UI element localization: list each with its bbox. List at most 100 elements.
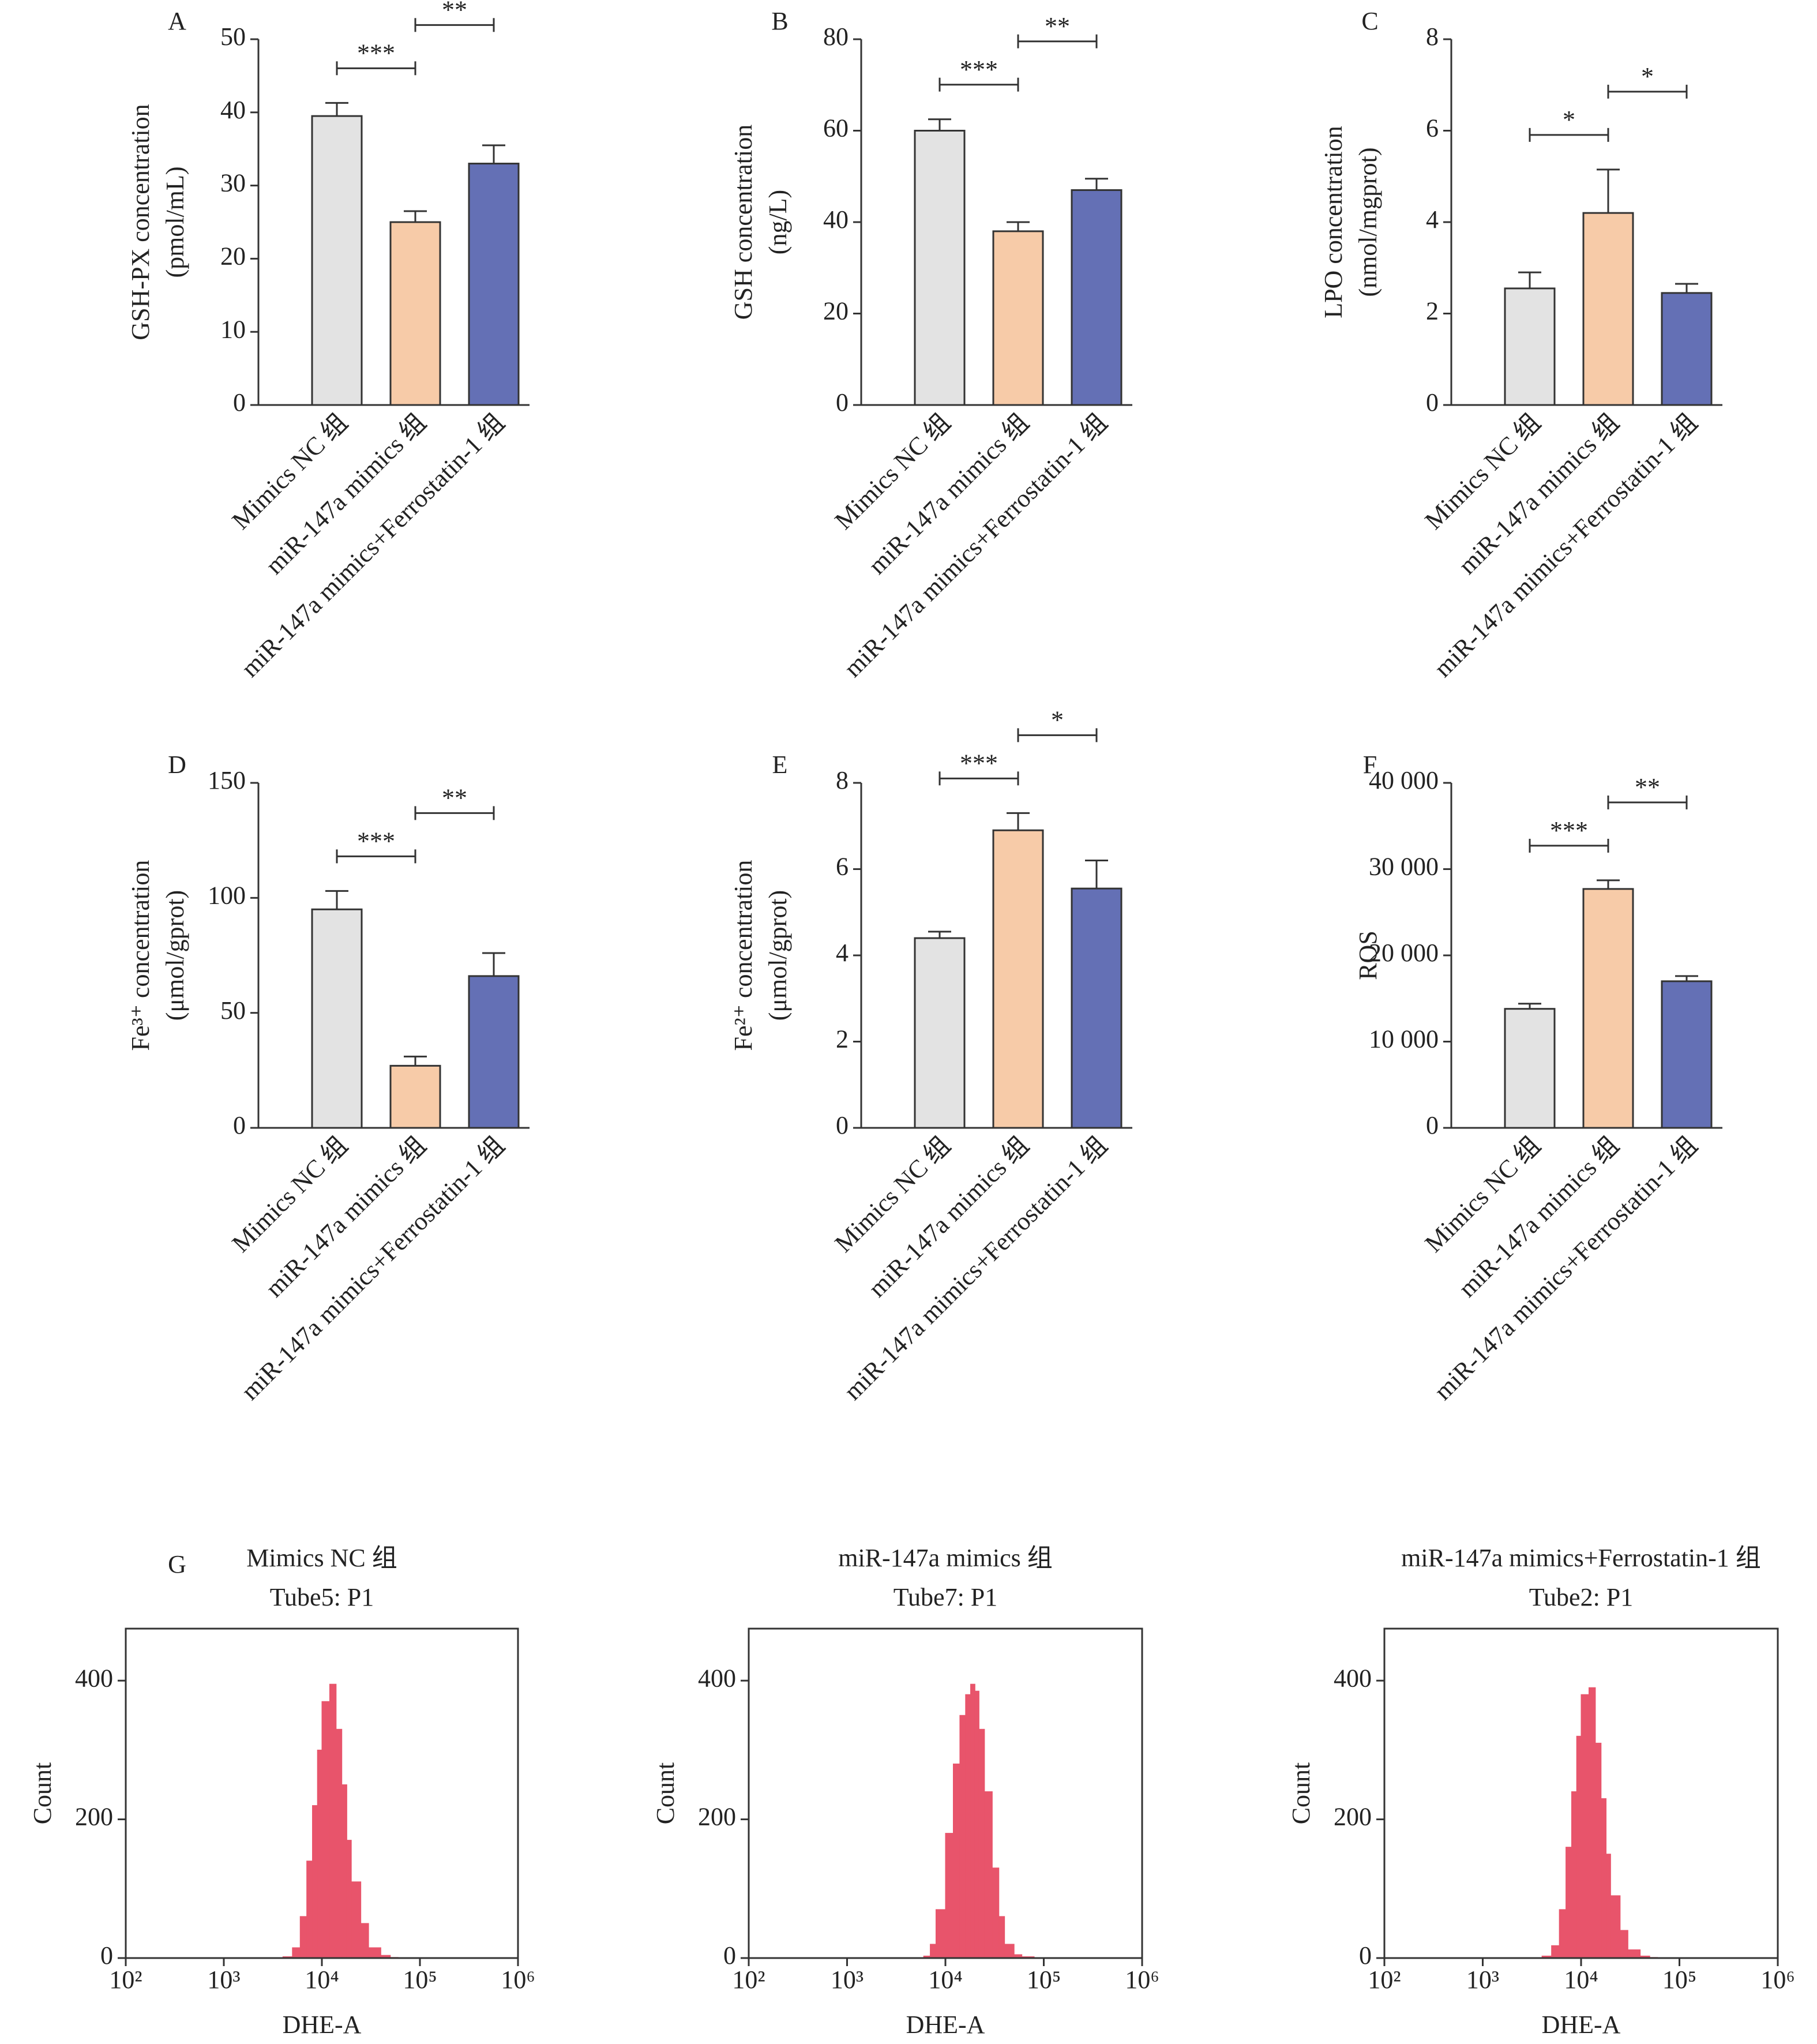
histogram-bar <box>1601 1798 1607 1959</box>
histogram-bar <box>965 1694 971 1959</box>
y-tick-label: 2 <box>1426 297 1439 325</box>
histogram-bar <box>1589 1687 1596 1959</box>
histogram-bar <box>351 1881 362 1959</box>
chart-title: Tube7: P1 <box>894 1583 998 1611</box>
histogram-bar <box>1571 1791 1577 1959</box>
y-tick-label: 0 <box>233 1111 246 1139</box>
x-tick-label: 10³ <box>207 1966 240 1994</box>
histogram-bar <box>1576 1735 1582 1959</box>
x-tick-label: 10³ <box>1466 1966 1499 1994</box>
histogram-bar <box>299 1916 307 1959</box>
bar <box>311 115 363 406</box>
histogram-bar <box>317 1749 322 1959</box>
histogram-bar <box>1551 1945 1560 1959</box>
histogram-bar <box>1610 1895 1621 1959</box>
y-axis-label: GSH concentration <box>729 125 757 320</box>
y-tick-label: 2 <box>836 1025 849 1053</box>
x-tick-label: 10⁴ <box>1564 1966 1598 1994</box>
histogram-bar <box>329 1683 337 1959</box>
histogram-bar <box>1606 1854 1611 1959</box>
histogram-bar <box>970 1683 975 1959</box>
y-axis-label: (μmol/gprot) <box>161 890 189 1021</box>
bar <box>914 937 966 1129</box>
y-tick-label: 40 <box>220 96 246 124</box>
histogram-bar <box>935 1909 946 1959</box>
y-tick-label: 4 <box>836 939 849 967</box>
histogram-bar <box>1581 1694 1590 1959</box>
y-axis-label: LPO concentration <box>1319 126 1347 318</box>
histogram-bar <box>1559 1909 1567 1959</box>
y-tick-label: 50 <box>220 22 246 51</box>
y-tick-label: 10 <box>220 315 246 343</box>
histogram-bar <box>341 1784 347 1959</box>
x-tick-label: 10⁶ <box>1125 1966 1159 1994</box>
histogram-bar <box>1620 1930 1628 1959</box>
sig-label: *** <box>960 749 998 777</box>
x-tick-label: 10⁵ <box>1027 1966 1061 1994</box>
chart-title: miR-147a mimics 组 <box>838 1544 1053 1572</box>
panel-label: D <box>168 751 186 779</box>
y-tick-label: 100 <box>208 881 246 909</box>
chart-title: Mimics NC 组 <box>246 1544 397 1572</box>
y-axis-label: (nmol/mgprot) <box>1354 147 1382 297</box>
sig-label: ** <box>1635 773 1660 801</box>
sig-label: *** <box>1550 816 1588 845</box>
histogram-bar <box>292 1947 301 1959</box>
bar <box>311 908 363 1129</box>
histogram-bar <box>346 1840 352 1959</box>
bar <box>468 975 520 1129</box>
histogram-bar <box>306 1861 313 1959</box>
histogram-bar <box>930 1944 936 1959</box>
panel-label: E <box>772 751 788 779</box>
y-tick-label: 6 <box>836 853 849 881</box>
y-tick-label: 40 000 <box>1369 766 1439 794</box>
histogram-bar <box>974 1690 979 1959</box>
sig-label: * <box>1563 106 1575 134</box>
y-tick-label: 6 <box>1426 114 1439 142</box>
y-tick-label: 150 <box>208 766 246 794</box>
x-tick-label: 10² <box>109 1966 142 1994</box>
histogram-bar <box>945 1833 954 1959</box>
y-axis-label: ROS <box>1354 931 1382 980</box>
bar <box>1504 1008 1556 1129</box>
x-tick-label: 10⁴ <box>928 1966 962 1994</box>
bar <box>389 221 441 406</box>
y-tick-label: 200 <box>1334 1803 1372 1831</box>
y-tick-label: 60 <box>823 114 849 142</box>
y-axis-label: Fe³⁺ concentration <box>126 860 155 1051</box>
bar <box>389 1064 441 1129</box>
histogram-bar <box>1627 1949 1641 1959</box>
x-tick-label: 10⁵ <box>1662 1966 1696 1994</box>
histogram-bar <box>336 1728 343 1959</box>
histogram-bar <box>953 1763 960 1959</box>
histogram-bar <box>321 1701 330 1959</box>
y-tick-label: 400 <box>75 1664 113 1692</box>
y-tick-label: 200 <box>698 1803 736 1831</box>
x-axis-label: DHE-A <box>1542 2011 1621 2039</box>
panel-label: F <box>1363 751 1377 779</box>
sig-label: *** <box>357 39 395 67</box>
y-tick-label: 4 <box>1426 205 1439 234</box>
panel-label: A <box>168 7 186 35</box>
bar <box>1071 887 1123 1129</box>
histogram-bar <box>1004 1944 1015 1959</box>
y-tick-label: 30 <box>220 169 246 197</box>
y-axis-label: (ng/L) <box>764 190 792 254</box>
histogram-bar <box>959 1715 966 1959</box>
y-axis-label: (μmol/gprot) <box>764 890 792 1021</box>
y-tick-label: 30 000 <box>1369 853 1439 881</box>
histogram-bar <box>1595 1742 1602 1959</box>
sig-label: *** <box>357 827 395 855</box>
y-axis-label: Count <box>1287 1762 1315 1825</box>
chart-title: Tube2: P1 <box>1529 1583 1634 1611</box>
histogram-bar <box>312 1805 318 1959</box>
panel-label: B <box>771 7 788 35</box>
histogram-bar <box>984 1791 993 1959</box>
y-tick-label: 50 <box>220 996 246 1025</box>
y-tick-label: 0 <box>100 1941 113 1970</box>
histogram-bar <box>992 1867 1000 1959</box>
y-tick-label: 8 <box>836 766 849 794</box>
y-tick-label: 400 <box>698 1664 736 1692</box>
y-tick-label: 0 <box>233 388 246 417</box>
x-tick-label: 10² <box>1368 1966 1401 1994</box>
